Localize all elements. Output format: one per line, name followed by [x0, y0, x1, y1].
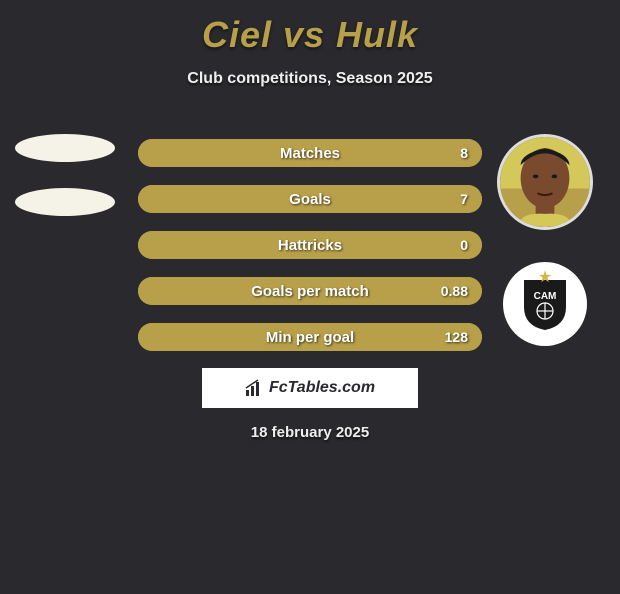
stat-label: Min per goal: [138, 329, 482, 346]
right-player-club-badge: ★ CAM: [503, 262, 587, 346]
footer-date: 18 february 2025: [0, 424, 620, 441]
left-player-column: [10, 134, 120, 242]
subtitle: Club competitions, Season 2025: [0, 70, 620, 88]
stat-value-right: 0: [460, 237, 468, 253]
stat-bar: Goals7: [138, 185, 482, 213]
stats-container: Matches8Goals7Hattricks0Goals per match0…: [138, 139, 482, 369]
stat-bar: Matches8: [138, 139, 482, 167]
stat-value-right: 7: [460, 191, 468, 207]
left-player-avatar-placeholder: [15, 134, 115, 162]
avatar-icon: [500, 137, 590, 227]
right-player-avatar: [497, 134, 593, 230]
watermark: FcTables.com: [202, 368, 418, 408]
stat-value-right: 0.88: [441, 283, 468, 299]
stat-label: Hattricks: [138, 237, 482, 254]
page-title: Ciel vs Hulk: [0, 14, 620, 56]
stat-label: Goals per match: [138, 283, 482, 300]
stat-bar: Goals per match0.88: [138, 277, 482, 305]
right-player-column: ★ CAM: [490, 134, 600, 346]
stat-value-right: 8: [460, 145, 468, 161]
left-player-badge-placeholder: [15, 188, 115, 216]
stat-bar: Hattricks0: [138, 231, 482, 259]
stat-label: Matches: [138, 145, 482, 162]
stat-value-right: 128: [445, 329, 468, 345]
watermark-text: FcTables.com: [269, 379, 375, 397]
star-icon: ★: [538, 267, 552, 287]
svg-text:CAM: CAM: [534, 291, 557, 302]
stat-bar: Min per goal128: [138, 323, 482, 351]
chart-icon: [245, 379, 263, 397]
stat-label: Goals: [138, 191, 482, 208]
